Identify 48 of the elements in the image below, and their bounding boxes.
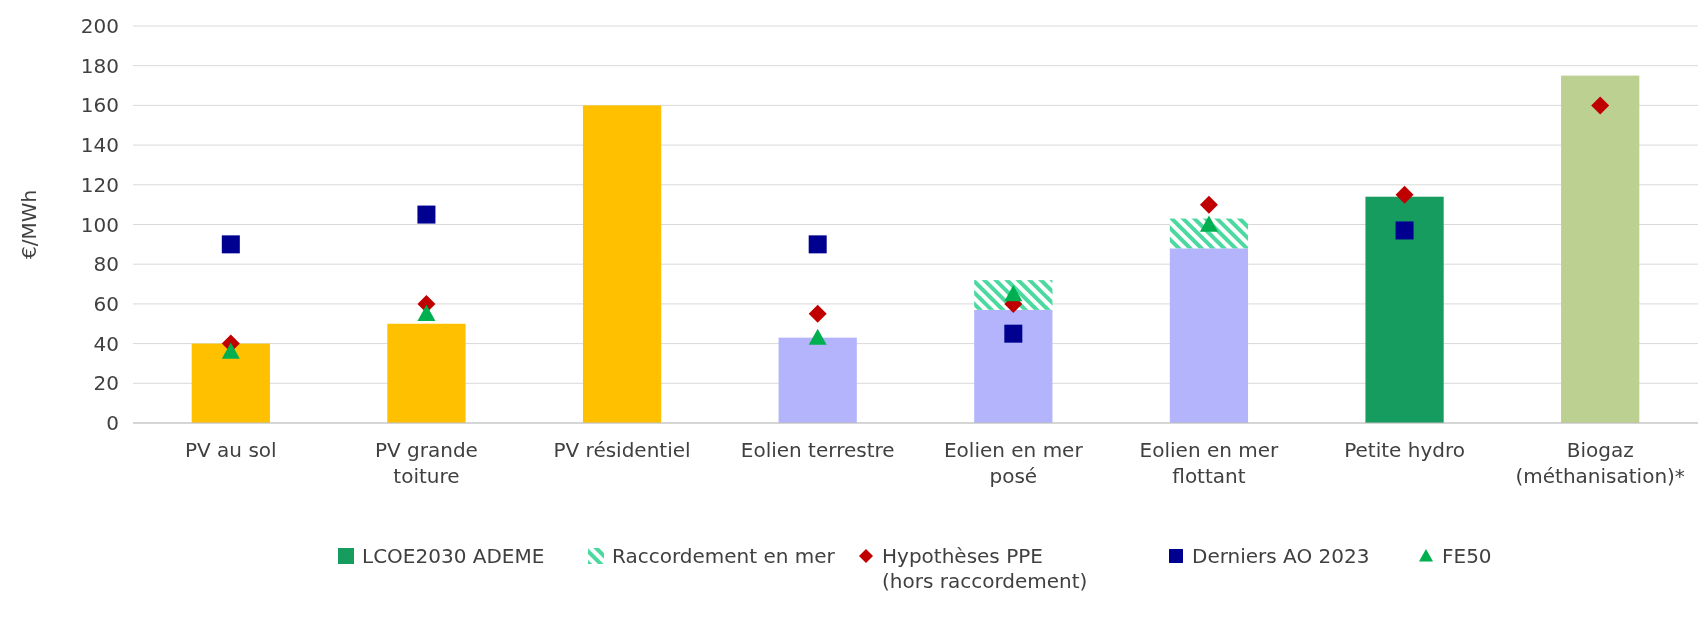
bar <box>582 105 662 423</box>
bar <box>1169 248 1249 423</box>
y-tick-label: 60 <box>93 291 119 316</box>
y-tick-label: 180 <box>80 53 119 78</box>
y-tick-label: 0 <box>106 411 119 435</box>
y-axis-title: €/MWh <box>17 189 41 260</box>
legend-label: FE50 <box>1442 544 1492 568</box>
point <box>1395 221 1414 240</box>
y-tick-label: 120 <box>80 172 119 197</box>
bar <box>1561 75 1640 423</box>
point <box>808 304 827 323</box>
point <box>221 235 240 254</box>
x-tick-label: PV au sol <box>185 438 277 462</box>
y-tick-label: 200 <box>80 14 119 38</box>
y-tick-label: 40 <box>93 331 119 356</box>
bar <box>387 323 466 423</box>
x-tick-label: Eolien terrestre <box>740 438 895 462</box>
x-tick-label: Eolien en mer flottant <box>1139 438 1280 488</box>
y-tick-label: 100 <box>80 212 119 237</box>
bar <box>778 337 857 423</box>
y-tick-label: 160 <box>80 93 119 118</box>
point <box>808 328 827 345</box>
point <box>1395 185 1414 204</box>
point <box>1199 195 1218 214</box>
legend-label: Raccordement en mer <box>612 544 836 568</box>
y-tick-label: 140 <box>80 133 119 158</box>
x-tick-label: PV résidentiel <box>553 438 691 462</box>
legend-label: Hypothèses PPE (hors raccordement) <box>882 544 1088 593</box>
point <box>221 342 240 359</box>
point <box>1004 324 1023 343</box>
bar <box>1169 218 1249 249</box>
point <box>1591 96 1610 115</box>
point <box>417 205 436 224</box>
bar <box>974 309 1053 423</box>
legend-label: LCOE2030 ADEME <box>362 544 545 568</box>
y-tick-label: 20 <box>93 371 119 396</box>
point <box>1004 284 1023 302</box>
x-tick-label: Eolien en mer posé <box>943 438 1084 488</box>
legend-label: Derniers AO 2023 <box>1192 544 1370 568</box>
bar <box>191 343 270 423</box>
y-tick-label: 80 <box>93 252 119 277</box>
point <box>1199 215 1218 232</box>
x-tick-label: PV grande toiture <box>374 438 478 488</box>
x-tick-label: Petite hydro <box>1344 438 1465 462</box>
bar <box>1365 196 1444 423</box>
point <box>808 235 827 254</box>
point <box>417 304 436 322</box>
x-tick-label: Biogaz (méthanisation)* <box>1515 438 1685 488</box>
